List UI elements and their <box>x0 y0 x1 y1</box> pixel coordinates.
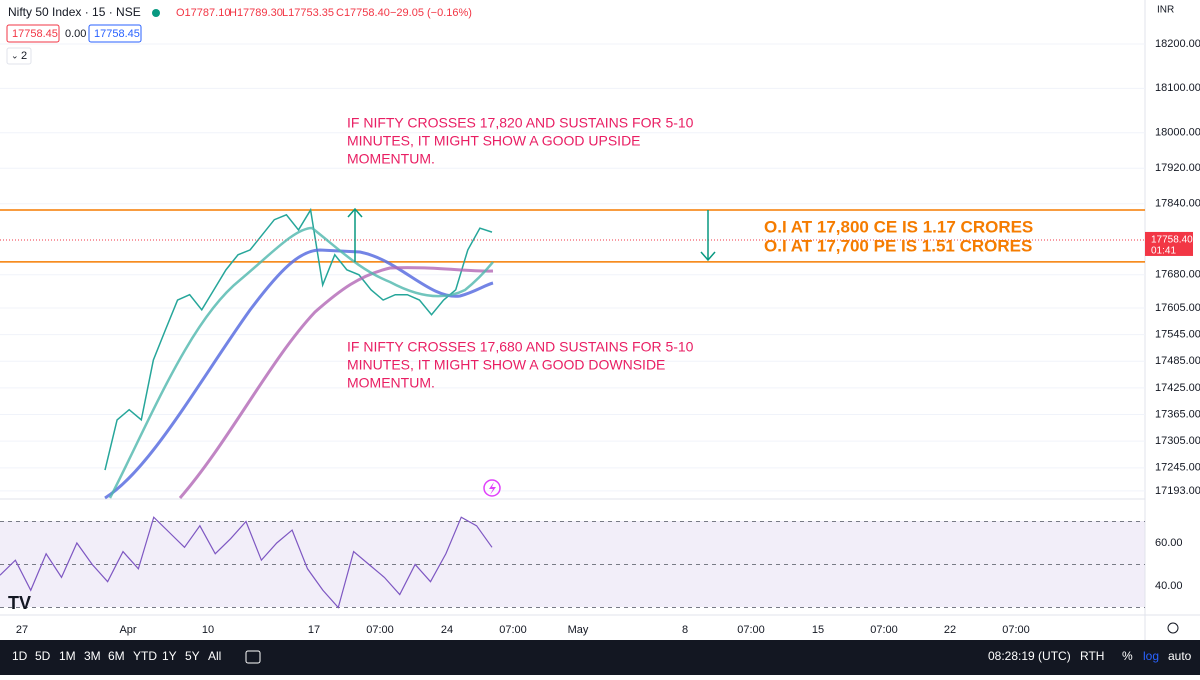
x-tick-label: 8 <box>682 624 688 636</box>
x-tick-label: 15 <box>812 624 824 636</box>
spread: 0.00 <box>65 28 86 40</box>
low: L17753.35 <box>282 7 334 19</box>
y-tick-label: 17605.00 <box>1155 302 1200 314</box>
range-button[interactable]: YTD <box>133 649 157 663</box>
rsi-line <box>0 516 493 609</box>
ma-blue <box>104 248 494 500</box>
x-tick-label: 22 <box>944 624 956 636</box>
indicator-toggle[interactable] <box>6 47 32 65</box>
range-button[interactable]: 3M <box>84 649 101 663</box>
x-tick-label: 10 <box>202 624 214 636</box>
oi-note: O.I AT 17,700 PE IS 1.51 CRORES <box>764 236 1032 255</box>
x-tick-label: 27 <box>16 624 28 636</box>
x-tick-label: 07:00 <box>1002 624 1030 636</box>
y-tick-label: 17245.00 <box>1155 462 1200 474</box>
x-tick-label: 07:00 <box>499 624 527 636</box>
countdown: 01:41 <box>1151 246 1176 257</box>
event-icon[interactable] <box>483 479 501 497</box>
oi-note: O.I AT 17,800 CE IS 1.17 CRORES <box>764 217 1033 236</box>
range-button[interactable]: 1M <box>59 649 76 663</box>
x-tick-label: May <box>568 624 589 636</box>
x-tick-label: 17 <box>308 624 320 636</box>
x-tick-label: 24 <box>441 624 453 636</box>
rsi-tick-label: 40.00 <box>1155 580 1183 592</box>
high: H17789.30 <box>229 7 283 19</box>
annotation: IF NIFTY CROSSES 17,680 AND SUSTAINS FOR… <box>347 339 694 355</box>
last-price: 17758.40 <box>1151 235 1193 246</box>
ask: 17758.45 <box>94 28 140 40</box>
x-tick-label: 07:00 <box>366 624 394 636</box>
y-tick-label: 17305.00 <box>1155 435 1200 447</box>
rth[interactable]: RTH <box>1080 649 1104 663</box>
tv-logo: TV <box>8 593 31 613</box>
y-tick-label: 17193.00 <box>1155 485 1200 497</box>
annotation: MINUTES, IT MIGHT SHOW A GOOD UPSIDE <box>347 133 641 149</box>
clock: 08:28:19 (UTC) <box>988 649 1071 663</box>
y-tick-label: 18200.00 <box>1155 38 1200 50</box>
y-tick-label: 17545.00 <box>1155 329 1200 341</box>
range-button[interactable]: 6M <box>108 649 125 663</box>
log-toggle[interactable]: log <box>1143 649 1159 663</box>
ma-purple <box>178 266 494 499</box>
date-range-icon[interactable] <box>245 650 261 664</box>
ask-box[interactable] <box>88 24 142 43</box>
range-button[interactable]: All <box>208 649 221 663</box>
currency[interactable]: INR <box>1157 5 1174 16</box>
settings-icon[interactable] <box>1167 622 1179 634</box>
y-tick-label: 17920.00 <box>1155 162 1200 174</box>
percent-toggle[interactable]: % <box>1122 649 1133 663</box>
annotation: IF NIFTY CROSSES 17,820 AND SUSTAINS FOR… <box>347 115 694 131</box>
y-tick-label: 17840.00 <box>1155 198 1200 210</box>
x-tick-label: Apr <box>119 624 136 636</box>
indicator-count: 2 <box>21 50 27 62</box>
y-tick-label: 17485.00 <box>1155 355 1200 367</box>
annotation: MOMENTUM. <box>347 151 435 167</box>
ma-teal <box>108 226 494 499</box>
annotation: MOMENTUM. <box>347 375 435 391</box>
chevron: ⌄ <box>11 50 19 60</box>
x-tick-label: 07:00 <box>870 624 898 636</box>
symbol[interactable]: Nifty 50 Index · 15 · NSE <box>8 5 141 19</box>
market-status <box>152 9 160 17</box>
up-arrow-head <box>347 207 363 218</box>
change: −29.05 (−0.16%) <box>390 7 472 19</box>
bid-box[interactable] <box>6 24 60 43</box>
range-button[interactable]: 1Y <box>162 649 177 663</box>
range-button[interactable]: 1D <box>12 649 28 663</box>
auto-toggle[interactable]: auto <box>1168 649 1192 663</box>
event-bolt <box>489 482 496 495</box>
close: C17758.40 <box>336 7 390 19</box>
price-axis <box>1145 0 1200 640</box>
price-line <box>104 207 493 471</box>
annotation: MINUTES, IT MIGHT SHOW A GOOD DOWNSIDE <box>347 357 665 373</box>
bid: 17758.45 <box>12 28 58 40</box>
y-tick-label: 17365.00 <box>1155 408 1200 420</box>
last-price-box <box>1145 231 1193 256</box>
range-button[interactable]: 5D <box>35 649 51 663</box>
open: O17787.10 <box>176 7 230 19</box>
y-tick-label: 18000.00 <box>1155 127 1200 139</box>
bottom-toolbar <box>0 640 1200 675</box>
range-button[interactable]: 5Y <box>185 649 200 663</box>
y-tick-label: 18100.00 <box>1155 82 1200 94</box>
y-tick-label: 17425.00 <box>1155 382 1200 394</box>
y-tick-label: 17680.00 <box>1155 269 1200 281</box>
rsi-tick-label: 60.00 <box>1155 537 1183 549</box>
x-tick-label: 07:00 <box>737 624 765 636</box>
down-arrow-head <box>700 251 716 262</box>
